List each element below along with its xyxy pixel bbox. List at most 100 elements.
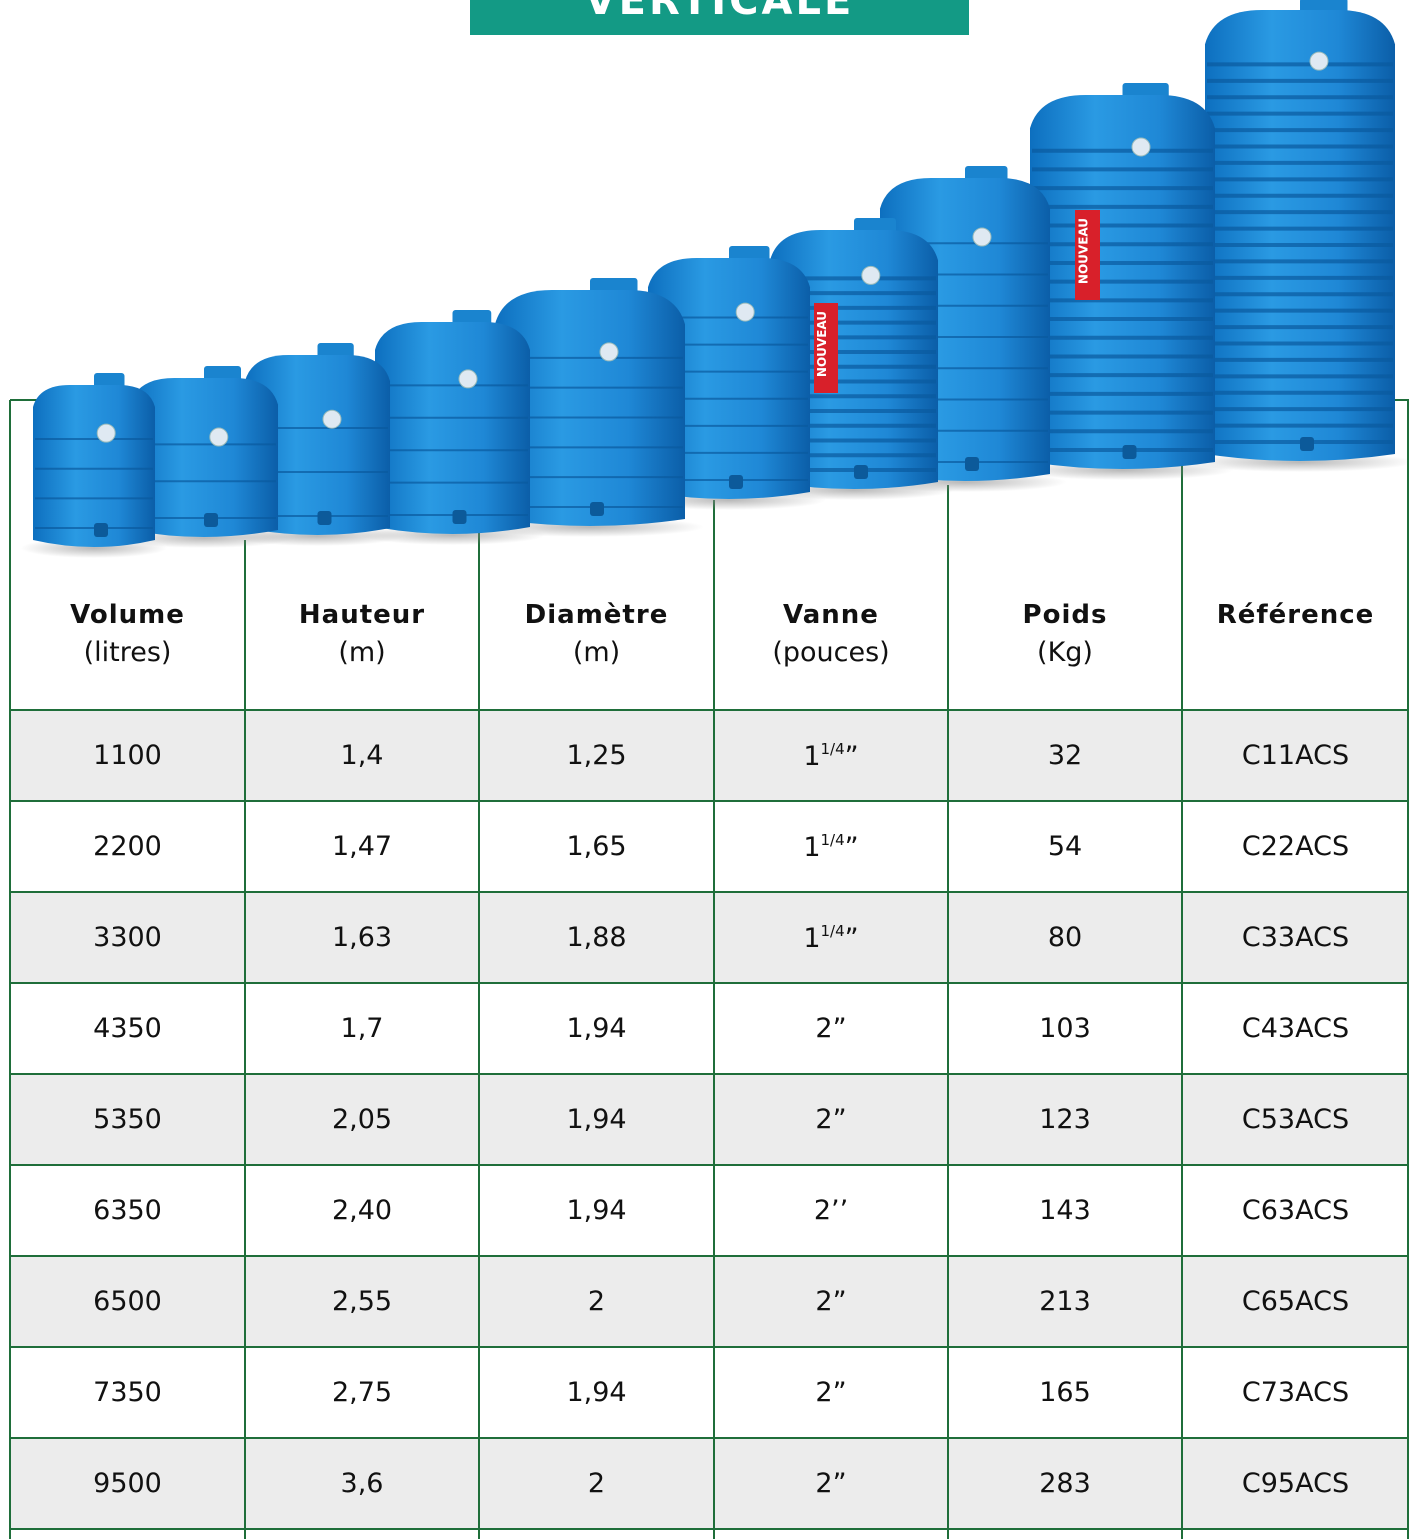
cell-text: 1,94 [566,1013,626,1044]
header-cell: Référence [1182,540,1409,710]
table-cell: 213 [948,1256,1182,1347]
table-cell: 2” [714,983,948,1074]
cell-text: 123 [1039,1104,1091,1135]
table-cell: C63ACS [1182,1165,1409,1256]
valve-whole: 1 [803,923,820,954]
cell-text: 2,75 [332,1377,392,1408]
cell-text: C33ACS [1242,922,1349,953]
cell-text: 2’’ [814,1195,848,1226]
badge-text: NOUVEAU [1077,218,1091,284]
cell-text: 2” [815,1286,846,1317]
cell-text: 1100 [93,740,162,771]
table-cell: 165 [948,1347,1182,1438]
table-cell: 143 [948,1165,1182,1256]
valve-size: 11/4” [803,922,858,954]
cell-text: 9500 [93,1468,162,1499]
header-title: Vanne [783,596,879,634]
tank-valve [1300,437,1314,451]
table-cell: 1100 [10,710,245,801]
table-cell: 9500 [10,1438,245,1529]
grid-line [947,485,949,1539]
cell-text: 54 [1048,831,1082,862]
table-cell: 2,55 [245,1256,479,1347]
table-cell: 283 [948,1438,1182,1529]
valve-fraction: 1/4 [821,922,845,940]
tank-logo [600,343,618,361]
header-title: Volume [70,596,185,634]
table-cell: 3,6 [245,1438,479,1529]
cell-text: 1,7 [341,1013,384,1044]
header-unit: (m) [573,634,620,672]
header-title: Hauteur [299,596,425,634]
tank-logo [1132,138,1150,156]
table-cell: C22ACS [1182,801,1409,892]
grid-line [713,500,715,1539]
table-cell: 2200 [10,801,245,892]
table-cell: 2” [714,1256,948,1347]
table-cell: 123 [948,1074,1182,1165]
cell-text: 6350 [93,1195,162,1226]
header-title: Poids [1023,596,1108,634]
cell-text: 213 [1039,1286,1091,1317]
cell-text: 1,94 [566,1377,626,1408]
table-cell: 4350 [10,983,245,1074]
cell-text: 1,4 [341,740,384,771]
table-cell: C65ACS [1182,1256,1409,1347]
cell-text: 283 [1039,1468,1091,1499]
tank-logo [1310,52,1328,70]
tank-logo [323,410,341,428]
grid-line [10,1255,1409,1257]
grid-line [244,540,246,1539]
grid-line [10,709,1409,711]
table-cell: 54 [948,801,1182,892]
table-cell: 2” [714,1347,948,1438]
valve-suffix: ” [845,923,859,954]
table-cell: C95ACS [1182,1438,1409,1529]
tank-valve [94,523,108,537]
cell-text: C11ACS [1242,740,1349,771]
table-cell: C73ACS [1182,1347,1409,1438]
table-cell: 1,88 [479,892,714,983]
tank-valve [854,465,868,479]
table-cell: 1,94 [479,983,714,1074]
header-unit: (Kg) [1037,634,1093,672]
table-cell: 2 [479,1256,714,1347]
header-cell: Diamètre(m) [479,540,714,710]
table-cell: 2” [714,1074,948,1165]
cell-text: 1,63 [332,922,392,953]
table-cell: 1,25 [479,710,714,801]
grid-line [10,891,1409,893]
cell-text: 2” [815,1377,846,1408]
valve-whole: 1 [803,741,820,772]
header-unit: (pouces) [772,634,889,672]
cell-text: 2” [815,1104,846,1135]
cell-text: 7350 [93,1377,162,1408]
tank-valve [590,502,604,516]
header-cell: Volume(litres) [10,540,245,710]
cell-text: 2 [588,1468,605,1499]
tank-valve [1123,445,1137,459]
table-cell: 103 [948,983,1182,1074]
tank-logo [97,424,115,442]
valve-fraction: 1/4 [821,831,845,849]
page: {"header": {"title": "VERTICALE"}, "badg… [0,0,1409,1521]
header-title: Diamètre [525,596,669,634]
table-cell: 1,4 [245,710,479,801]
valve-size: 11/4” [803,740,858,772]
table-cell: 3300 [10,892,245,983]
table-cell: 1,94 [479,1074,714,1165]
table-cell: C43ACS [1182,983,1409,1074]
cell-text: 2,05 [332,1104,392,1135]
tank-logo [736,303,754,321]
cell-text: 2,40 [332,1195,392,1226]
tank-valve [318,511,332,525]
grid-line [10,1437,1409,1439]
cell-text: 2 [588,1286,605,1317]
cell-text: C63ACS [1242,1195,1349,1226]
table-cell: 2 [479,1438,714,1529]
cell-text: 4350 [93,1013,162,1044]
tank-body [33,385,155,547]
cell-text: 2,55 [332,1286,392,1317]
table-cell: 80 [948,892,1182,983]
